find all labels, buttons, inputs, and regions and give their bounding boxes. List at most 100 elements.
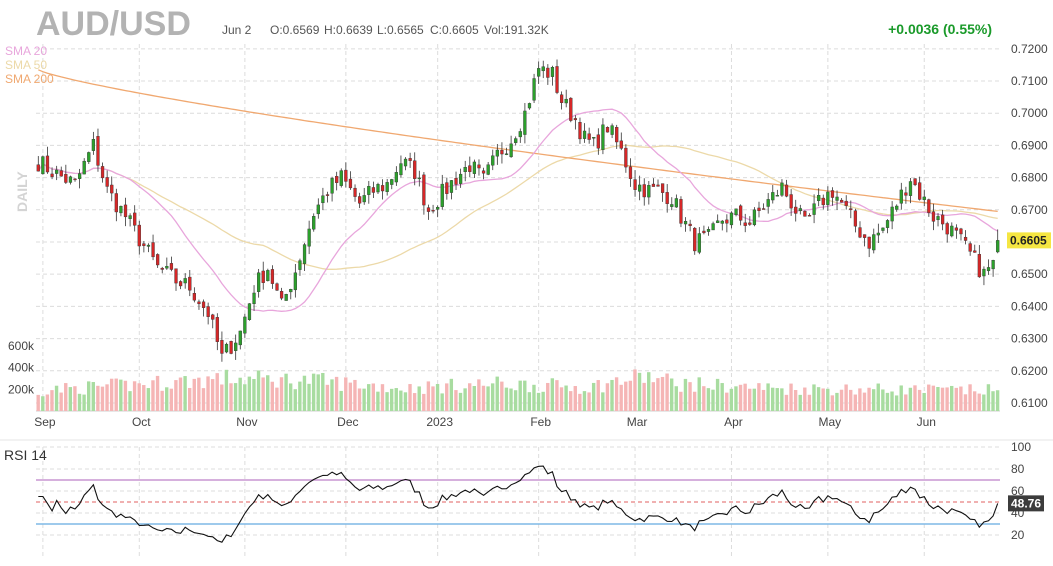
volume-bar bbox=[720, 383, 724, 411]
rsi-tick-label: 20 bbox=[1011, 528, 1025, 542]
candle bbox=[279, 287, 284, 301]
volume-bar bbox=[445, 383, 449, 411]
candle-body bbox=[830, 190, 835, 198]
sma200-legend: SMA 200 bbox=[5, 72, 54, 86]
candle-body bbox=[849, 208, 853, 210]
candle bbox=[697, 227, 701, 255]
candle-body bbox=[780, 182, 784, 196]
volume-bar bbox=[109, 378, 114, 411]
volume-bar bbox=[376, 391, 380, 411]
volume-bar bbox=[614, 377, 619, 411]
price-tick-label: 0.6500 bbox=[1011, 267, 1048, 281]
candle bbox=[601, 118, 605, 155]
volume-bar bbox=[302, 375, 307, 411]
volume-bar bbox=[633, 369, 637, 411]
candle bbox=[844, 195, 848, 210]
price-tick-label: 0.6100 bbox=[1011, 396, 1048, 410]
candle-body bbox=[440, 183, 444, 207]
price-tick-label: 0.7100 bbox=[1011, 74, 1048, 88]
time-tick-label: Sep bbox=[34, 415, 56, 429]
volume-bar bbox=[959, 386, 963, 411]
candle bbox=[82, 158, 86, 175]
candle bbox=[100, 162, 105, 183]
candle bbox=[817, 188, 821, 207]
volume-bar bbox=[656, 378, 660, 411]
price-tick-label: 0.7200 bbox=[1011, 42, 1048, 56]
candle-body bbox=[284, 294, 288, 301]
candle-body bbox=[931, 211, 936, 222]
candle-body bbox=[362, 195, 366, 203]
candle bbox=[743, 213, 747, 233]
volume-bar bbox=[793, 390, 798, 411]
candle bbox=[146, 243, 151, 253]
candle-body bbox=[638, 184, 642, 192]
candle-body bbox=[266, 270, 270, 282]
candle-body bbox=[110, 184, 114, 194]
volume-bar bbox=[624, 381, 628, 411]
candle bbox=[110, 176, 114, 202]
candle bbox=[137, 220, 141, 255]
candle-body bbox=[881, 227, 885, 231]
candle bbox=[959, 227, 963, 241]
candle bbox=[91, 131, 96, 155]
volume-bar bbox=[582, 391, 587, 411]
candle bbox=[463, 160, 467, 182]
candle bbox=[472, 159, 477, 178]
candle bbox=[702, 225, 706, 235]
candle-body bbox=[183, 278, 187, 284]
volume-bar bbox=[968, 384, 972, 411]
volume-bar bbox=[449, 378, 454, 411]
candle bbox=[665, 184, 669, 213]
volume-bar bbox=[463, 388, 467, 411]
candle-body bbox=[348, 178, 353, 189]
candle bbox=[380, 179, 385, 200]
volume-bar bbox=[284, 373, 288, 411]
candle bbox=[174, 268, 178, 291]
candle-body bbox=[73, 178, 77, 181]
candle bbox=[761, 203, 766, 210]
candle-body bbox=[807, 215, 812, 217]
volume-bar bbox=[546, 382, 550, 411]
candle bbox=[541, 60, 545, 79]
candle-body bbox=[307, 228, 311, 247]
candle bbox=[996, 229, 1000, 254]
candle bbox=[913, 178, 917, 187]
candle-body bbox=[582, 130, 587, 139]
bar-date: Jun 2 bbox=[222, 23, 252, 37]
candle-body bbox=[817, 195, 821, 202]
volume-bar bbox=[683, 378, 688, 411]
volume-bar bbox=[849, 389, 853, 411]
volume-bar bbox=[220, 384, 224, 411]
candle-body bbox=[504, 153, 509, 155]
close-value: C:0.6605 bbox=[430, 23, 479, 37]
candle-body bbox=[670, 204, 674, 207]
candle bbox=[904, 186, 908, 204]
candle-body bbox=[509, 143, 513, 158]
candle-body bbox=[211, 314, 215, 320]
candle bbox=[156, 253, 160, 268]
candle bbox=[335, 171, 339, 191]
volume-bar bbox=[114, 378, 118, 411]
volume-bar bbox=[293, 389, 297, 411]
candle bbox=[211, 313, 215, 329]
candle bbox=[325, 191, 330, 203]
candle-body bbox=[647, 185, 651, 198]
volume-bar bbox=[637, 372, 642, 411]
candle bbox=[64, 164, 68, 184]
candle bbox=[133, 205, 137, 232]
candle bbox=[973, 244, 977, 253]
volume-bar bbox=[894, 395, 899, 411]
candle bbox=[220, 331, 224, 362]
candle bbox=[440, 174, 444, 210]
candle-body bbox=[615, 127, 619, 143]
candle-body bbox=[344, 169, 348, 182]
volume-bar bbox=[679, 391, 683, 411]
sma200-line bbox=[38, 69, 998, 213]
volume-bar bbox=[307, 383, 311, 411]
candle-body bbox=[702, 230, 706, 234]
volume-bar bbox=[904, 394, 908, 411]
candle-body bbox=[674, 198, 678, 208]
candle-body bbox=[936, 216, 940, 221]
candle bbox=[977, 245, 981, 278]
volume-bar bbox=[669, 378, 674, 411]
